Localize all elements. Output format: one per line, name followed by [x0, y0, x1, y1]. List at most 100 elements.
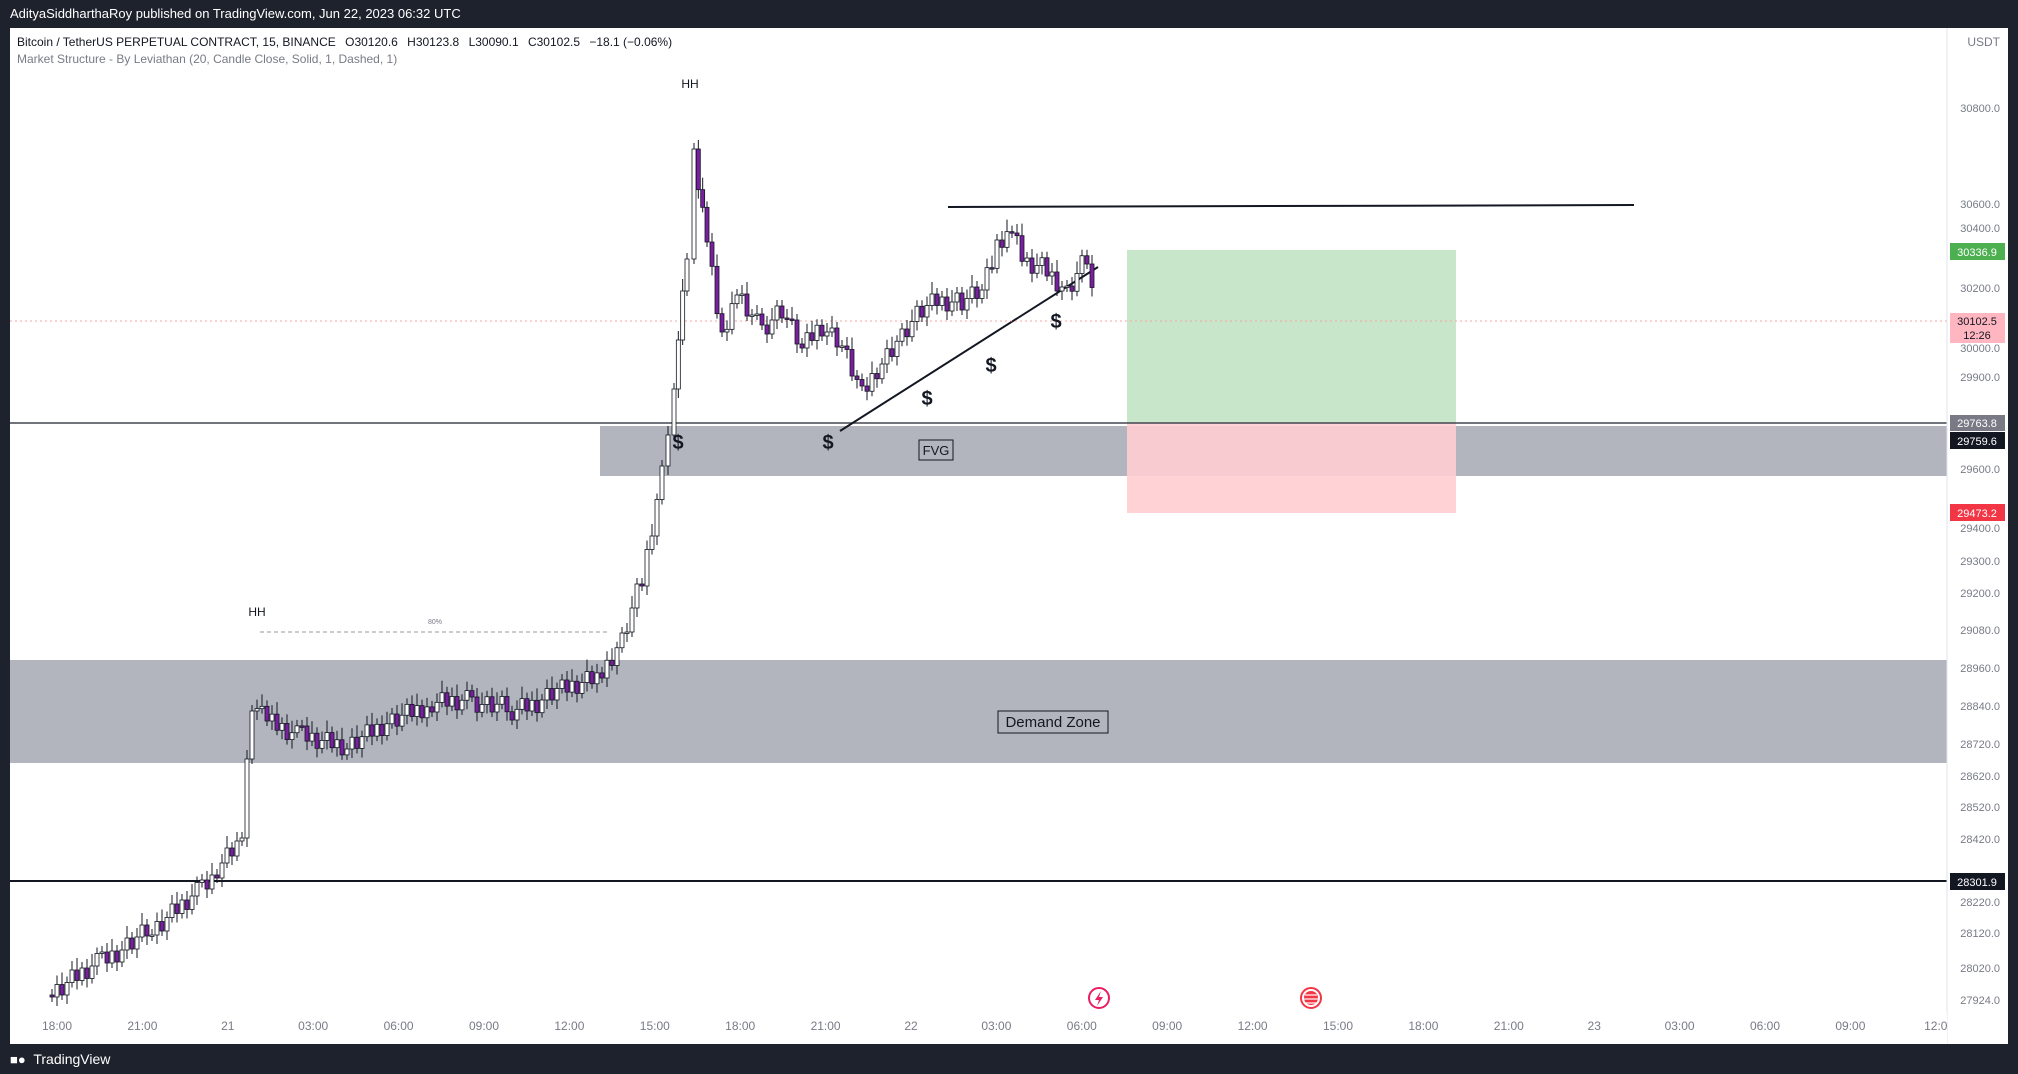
event-icon-lightning[interactable] [1088, 987, 1110, 1009]
candle-body [414, 705, 420, 717]
price-badge-stop: 29473.2 [1950, 504, 2005, 521]
chart-area[interactable] [10, 28, 2008, 1044]
candle-body [604, 659, 610, 679]
candle-body [559, 679, 565, 689]
pct-label: 80% [428, 619, 442, 626]
candle-body [139, 924, 145, 938]
candle-body [204, 879, 210, 890]
candle-body [479, 704, 485, 713]
candle-body [514, 708, 520, 721]
candle-body [279, 723, 285, 731]
candle-body [294, 725, 300, 734]
candle-body [339, 739, 345, 756]
time-axis-label: 15:00 [1323, 1019, 1353, 1033]
candle-body [844, 345, 850, 350]
candle-body [1044, 257, 1050, 277]
candle-body [434, 701, 440, 713]
candle-body [1049, 271, 1055, 277]
fvg-label[interactable]: FVG [918, 439, 954, 461]
time-axis-label: 12:00 [554, 1019, 584, 1033]
candle-body [429, 706, 435, 713]
price-axis-currency: USDT [1967, 35, 2000, 49]
candle-body [691, 148, 697, 260]
event-icon-flag[interactable] [1300, 987, 1322, 1009]
legend-indicator: Market Structure - By Leviathan (20, Can… [17, 52, 397, 66]
time-axis-label: 18:00 [42, 1019, 72, 1033]
demand-zone [10, 660, 1947, 763]
candle-body [554, 688, 560, 701]
time-axis[interactable] [10, 1013, 1947, 1044]
candle-body [714, 265, 720, 315]
legend-high: H30123.8 [407, 35, 459, 49]
candle-body [624, 631, 630, 634]
resistance-line[interactable] [947, 204, 1635, 208]
candle-body [619, 632, 625, 649]
candle-body [675, 339, 681, 390]
price-badge-support: 28301.9 [1950, 873, 2005, 890]
tradingview-brand[interactable]: ■● TradingView [10, 1050, 110, 1069]
candle-body [169, 903, 175, 918]
time-axis-labels: 18:00 21:00 21 03:00 06:00 09:00 12:00 15:00 18:… [42, 1019, 1948, 1033]
candle-body [734, 294, 740, 305]
candle-body [319, 740, 325, 749]
candle-body [69, 969, 75, 983]
candle-body [239, 837, 245, 842]
fvg-text: FVG [923, 443, 950, 458]
candle-body [519, 698, 525, 710]
candle-body [894, 340, 900, 357]
legend-open: O30120.6 [345, 35, 398, 49]
candle-body [1069, 285, 1075, 292]
candle-body [344, 748, 350, 756]
price-axis-label: 28120.0 [1960, 928, 2000, 940]
candle-body [594, 672, 600, 685]
position-profit-zone[interactable] [1127, 250, 1456, 423]
candle-body [949, 301, 955, 312]
price-axis-label: 30200.0 [1960, 283, 2000, 295]
candle-body [94, 953, 100, 967]
price-axis-label: 29900.0 [1960, 372, 2000, 384]
candle-body [509, 711, 515, 721]
legend-low: L30090.1 [469, 35, 519, 49]
position-loss-zone[interactable] [1127, 423, 1456, 513]
candle-body [614, 647, 620, 666]
candle-body [804, 332, 810, 349]
candle-body [459, 699, 465, 711]
candle-body [359, 736, 365, 749]
candle-body [659, 465, 665, 500]
candle-body [79, 967, 85, 981]
candle-body [289, 732, 295, 740]
candle-body [499, 696, 505, 705]
candle-body [494, 703, 500, 713]
candle-body [1029, 257, 1035, 274]
candle-body [329, 732, 335, 749]
price-axis-label: 30600.0 [1960, 199, 2000, 211]
demand-zone-text: Demand Zone [1005, 714, 1100, 731]
candle-body [929, 293, 935, 306]
liquidity-mark: $ [672, 432, 683, 454]
candle-body [564, 679, 570, 693]
demand-zone-label[interactable]: Demand Zone [997, 710, 1109, 734]
price-axis-label: 30000.0 [1960, 343, 2000, 355]
candle-body [454, 696, 460, 711]
candlestick-series[interactable] [49, 140, 1095, 1006]
candle-body [399, 714, 405, 727]
candle-body [529, 699, 535, 712]
candle-body [569, 680, 575, 693]
candle-body [671, 388, 677, 436]
candle-body [214, 874, 220, 879]
price-axis[interactable] [1947, 28, 2008, 1044]
candle-body [474, 696, 480, 713]
price-axis-label: 29600.0 [1960, 464, 2000, 476]
time-axis-label: 09:00 [1152, 1019, 1182, 1033]
candle-body [684, 258, 690, 292]
time-axis-label: 15:00 [640, 1019, 670, 1033]
trend-line[interactable] [839, 266, 1099, 432]
candle-body [354, 736, 360, 749]
candle-body [934, 293, 940, 306]
time-axis-label: 18:00 [1408, 1019, 1438, 1033]
candle-body [489, 696, 495, 713]
candle-body [919, 305, 925, 318]
candle-body [784, 317, 790, 320]
candle-body [574, 680, 580, 694]
